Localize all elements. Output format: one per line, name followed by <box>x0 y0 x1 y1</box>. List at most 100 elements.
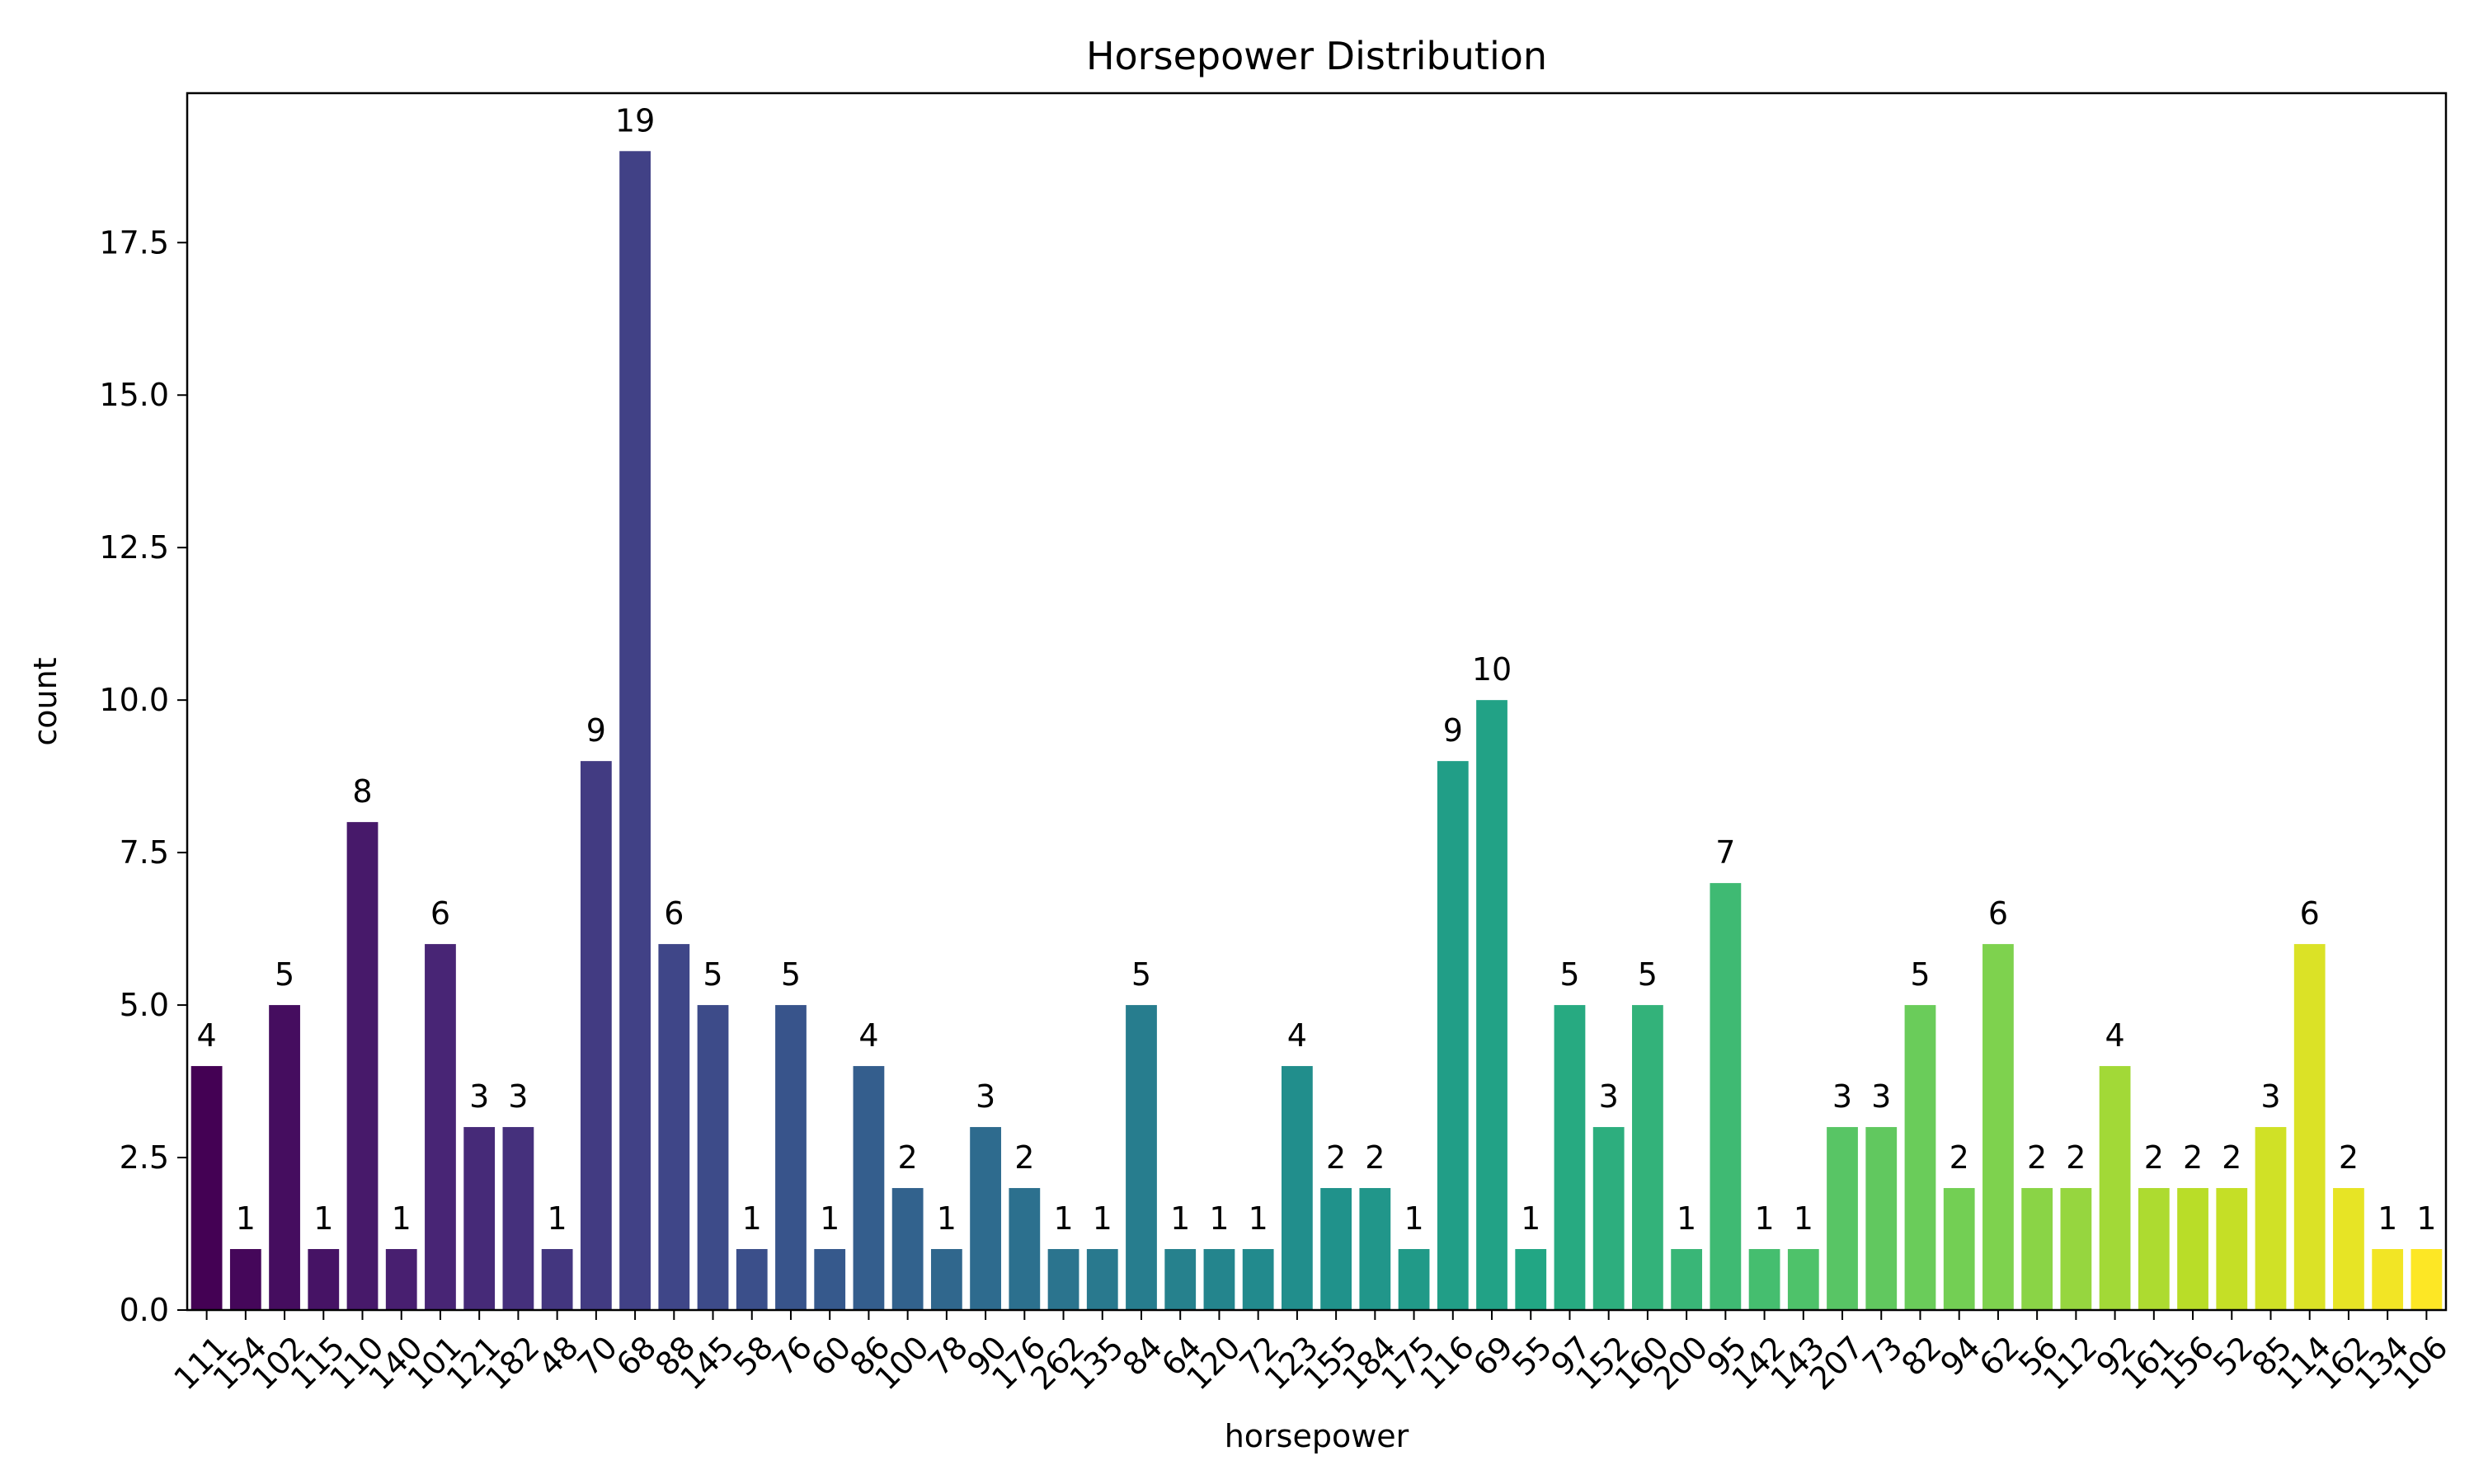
bar-134 <box>2372 1249 2404 1310</box>
bar-156 <box>2177 1188 2208 1310</box>
bar-100 <box>891 1188 924 1310</box>
bar-145 <box>697 1005 729 1310</box>
bar-value-label: 1 <box>1521 1200 1540 1237</box>
bar-value-label: 5 <box>703 956 722 993</box>
chart-title: Horsepower Distribution <box>1086 34 1547 78</box>
bar-55 <box>1515 1249 1547 1310</box>
bar-value-label: 2 <box>2027 1139 2047 1176</box>
bar-123 <box>1281 1066 1313 1310</box>
bar-value-label: 3 <box>1871 1078 1891 1115</box>
bar-68 <box>619 151 651 1310</box>
bar-52 <box>2216 1188 2248 1310</box>
bar-175 <box>1398 1249 1430 1310</box>
bar-value-label: 6 <box>2300 895 2320 932</box>
bar-value-label: 1 <box>1754 1200 1774 1237</box>
bar-value-label: 1 <box>1677 1200 1696 1237</box>
bar-176 <box>1009 1188 1041 1310</box>
bar-90 <box>970 1127 1001 1310</box>
bar-value-label: 2 <box>1014 1139 1034 1176</box>
bar-92 <box>2099 1066 2131 1310</box>
y-axis-label: count <box>27 657 63 745</box>
plot-frame <box>186 92 2448 1312</box>
bar-value-label: 5 <box>1559 956 1579 993</box>
bar-value-label: 2 <box>898 1139 918 1176</box>
bar-value-label: 1 <box>742 1200 762 1237</box>
bar-value-label: 1 <box>2416 1200 2436 1237</box>
bar-value-label: 5 <box>275 956 294 993</box>
bar-value-label: 3 <box>1599 1078 1619 1115</box>
y-axis: 0.0 2.5 5.0 7.5 10.0 12.5 15.0 17.5 <box>99 224 187 1328</box>
y-tick-label: 2.5 <box>120 1139 169 1176</box>
bar-184 <box>1359 1188 1391 1310</box>
bar-value-label: 2 <box>2222 1139 2241 1176</box>
bar-111 <box>190 1066 223 1310</box>
bar-value-label: 3 <box>2260 1078 2280 1115</box>
bar-value-label: 2 <box>2183 1139 2203 1176</box>
y-tick-label: 12.5 <box>99 529 169 566</box>
bar-88 <box>658 944 690 1310</box>
bar-value-label: 8 <box>352 773 372 810</box>
bar-value-label: 2 <box>1326 1139 1346 1176</box>
bar-value-label: 5 <box>781 956 801 993</box>
bar-121 <box>463 1127 496 1310</box>
bar-value-label: 5 <box>1131 956 1151 993</box>
bar-152 <box>1592 1127 1625 1310</box>
bar-value-label: 2 <box>2339 1139 2359 1176</box>
bar-115 <box>308 1249 340 1310</box>
bar-101 <box>425 944 456 1310</box>
bar-116 <box>1437 761 1469 1310</box>
bar-value-label: 1 <box>1404 1200 1423 1237</box>
bar-value-label: 2 <box>1950 1139 1969 1176</box>
bar-value-label: 3 <box>1832 1078 1852 1115</box>
bar-161 <box>2138 1188 2170 1310</box>
bar-114 <box>2293 944 2326 1310</box>
bar-106 <box>2411 1249 2443 1310</box>
bar-value-label: 1 <box>820 1200 840 1237</box>
y-tick-label: 17.5 <box>99 224 169 261</box>
bar-value-label: 5 <box>1910 956 1930 993</box>
bar-94 <box>1943 1188 1975 1310</box>
bar-value-label: 1 <box>1053 1200 1073 1237</box>
bar-78 <box>930 1249 962 1310</box>
bar-value-label: 1 <box>937 1200 957 1237</box>
bar-72 <box>1242 1249 1274 1310</box>
bar-value-label: 1 <box>236 1200 256 1237</box>
bar-182 <box>502 1127 534 1310</box>
bar-value-label: 2 <box>1365 1139 1385 1176</box>
bar-value-label: 6 <box>664 895 684 932</box>
bar-value-label: 10 <box>1472 651 1512 688</box>
bar-value-label: 1 <box>313 1200 333 1237</box>
y-tick-label: 15.0 <box>99 377 169 413</box>
bar-70 <box>580 761 612 1310</box>
bar-56 <box>2021 1188 2053 1310</box>
bar-155 <box>1320 1188 1352 1310</box>
bar-200 <box>1671 1249 1703 1310</box>
bar-140 <box>385 1249 417 1310</box>
bar-value-label: 2 <box>2144 1139 2164 1176</box>
y-tick-label: 7.5 <box>120 834 169 871</box>
bar-value-label: 1 <box>1249 1200 1268 1237</box>
bar-value-label: 5 <box>1638 956 1658 993</box>
bar-85 <box>2255 1127 2287 1310</box>
bar-value-label: 1 <box>1209 1200 1229 1237</box>
x-axis: 1111541021151101401011211824870688814558… <box>167 1310 2455 1397</box>
bar-162 <box>2333 1188 2364 1310</box>
bar-value-label: 4 <box>1287 1017 1307 1054</box>
y-tick-label: 0.0 <box>120 1292 169 1328</box>
bar-120 <box>1203 1249 1235 1310</box>
bar-value-label: 1 <box>548 1200 567 1237</box>
bar-value-label: 3 <box>508 1078 528 1115</box>
bar-154 <box>229 1249 261 1310</box>
y-tick-label: 10.0 <box>99 682 169 718</box>
bar-value-label: 2 <box>2066 1139 2086 1176</box>
bar-73 <box>1865 1127 1898 1310</box>
bar-value-label: 1 <box>1794 1200 1813 1237</box>
y-tick-label: 5.0 <box>120 987 169 1023</box>
bar-97 <box>1554 1005 1586 1310</box>
bar-102 <box>269 1005 300 1310</box>
bar-value-label: 19 <box>615 102 655 139</box>
bar-value-label: 6 <box>430 895 450 932</box>
